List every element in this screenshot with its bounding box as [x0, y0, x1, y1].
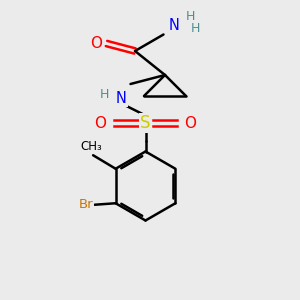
Text: O: O: [90, 36, 102, 51]
Text: H: H: [190, 22, 200, 35]
Text: H: H: [186, 10, 195, 23]
Text: O: O: [184, 116, 196, 130]
Text: Br: Br: [79, 198, 94, 211]
Text: N: N: [116, 91, 127, 106]
Text: CH₃: CH₃: [81, 140, 103, 153]
Text: S: S: [140, 114, 151, 132]
Text: N: N: [169, 18, 179, 33]
Text: H: H: [100, 88, 110, 101]
Text: O: O: [94, 116, 106, 130]
